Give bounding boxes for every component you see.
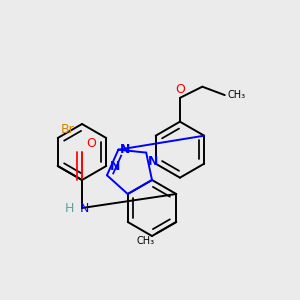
Text: N: N (148, 154, 159, 168)
Text: O: O (175, 83, 185, 96)
Text: Br: Br (61, 123, 74, 136)
Text: N: N (110, 160, 120, 173)
Text: N: N (80, 202, 89, 214)
Text: CH₃: CH₃ (136, 236, 154, 246)
Text: H: H (64, 202, 74, 214)
Text: N: N (120, 143, 131, 156)
Text: O: O (86, 137, 96, 150)
Text: CH₃: CH₃ (228, 90, 246, 100)
